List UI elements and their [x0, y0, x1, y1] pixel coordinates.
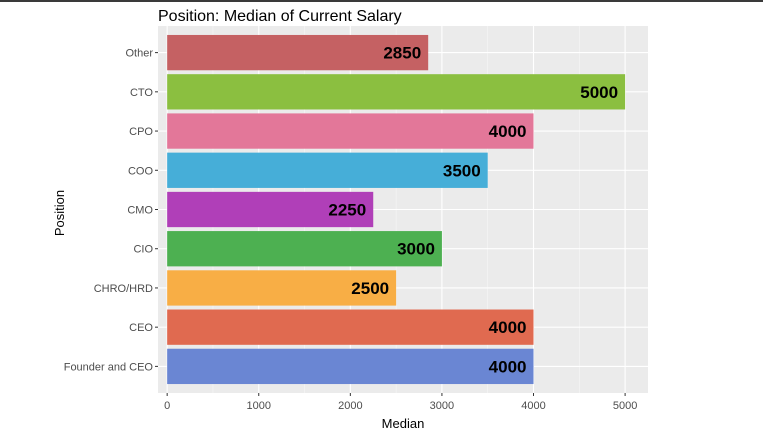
x-axis-title: Median	[382, 416, 425, 431]
y-tick-label: CHRO/HRD	[94, 283, 153, 295]
bar-cmo	[167, 191, 374, 228]
x-tick-label: 5000	[613, 400, 637, 412]
y-tick-label: CIO	[133, 244, 153, 256]
x-tick-label: 4000	[521, 400, 545, 412]
bar-value-label: 4000	[489, 122, 527, 141]
y-tick-label: CMO	[127, 205, 153, 217]
x-tick-label: 3000	[430, 400, 454, 412]
bar-cpo	[167, 113, 534, 149]
bar-other	[167, 34, 429, 71]
bar-cio	[167, 231, 442, 267]
bar-value-label: 5000	[580, 83, 618, 102]
bar-value-label: 4000	[489, 357, 527, 376]
y-axis-title: Position	[52, 190, 67, 236]
y-axis: Founder and CEO CEO CHRO/HRD CIO CMO COO CPO CT…	[64, 48, 158, 373]
top-border	[0, 0, 763, 2]
chart-title: Position: Median of Current Salary	[158, 8, 402, 25]
bar-founder-and-ceo	[167, 348, 534, 385]
y-tick-label: Other	[125, 48, 153, 60]
x-tick-label: 2000	[338, 400, 362, 412]
y-tick-label: Founder and CEO	[64, 361, 154, 373]
bar-value-label: 3500	[443, 161, 481, 180]
x-tick-label: 1000	[247, 400, 271, 412]
y-tick-label: CPO	[129, 126, 153, 138]
y-tick-label: CEO	[129, 322, 153, 334]
bar-value-label: 2250	[328, 201, 366, 220]
y-tick-label: CTO	[130, 87, 153, 99]
bar-chro-hrd	[167, 270, 397, 306]
bar-labels: 4000 4000 2500 3000 2250 3500 4000 5000 2850	[328, 44, 618, 377]
bar-ceo	[167, 309, 534, 345]
bars	[167, 34, 626, 385]
x-tick-label: 0	[164, 400, 170, 412]
y-tick-label: COO	[128, 165, 154, 177]
bar-value-label: 3000	[397, 240, 435, 259]
bar-value-label: 2500	[351, 279, 389, 298]
x-axis: 0 1000 2000 3000 4000 5000	[164, 393, 637, 412]
bar-value-label: 4000	[489, 318, 527, 337]
bar-coo	[167, 152, 488, 188]
bar-value-label: 2850	[383, 44, 421, 63]
bar-cto	[167, 74, 626, 110]
